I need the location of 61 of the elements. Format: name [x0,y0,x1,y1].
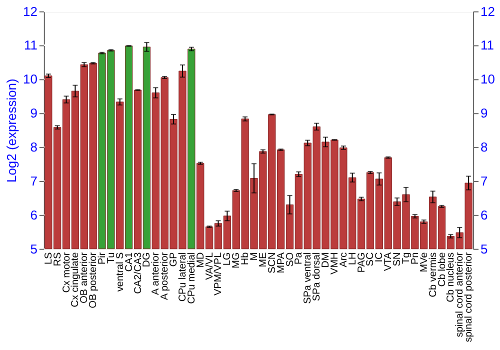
y-tick-label: 11 [24,38,38,53]
x-tick-label: CPu medial [186,252,198,304]
x-tick-label: Cb vermis [428,252,439,298]
x-tick-label: DM [320,252,332,268]
x-tick-label: SN [392,252,404,266]
y2-tick-label: 7 [480,173,488,188]
x-tick-label: OB posterior [88,252,100,308]
y2-tick-label: 10 [480,72,495,87]
x-tick-label: MD [195,252,206,268]
x-tick-label: CA2/CA3 [132,252,144,294]
x-tick-label: Pa [294,252,305,265]
x-tick-label: CA1 [124,252,135,272]
x-tick-label: MPA [276,252,287,274]
y2-tick-label: 9 [480,106,488,121]
x-tick-label: DG [142,252,153,268]
x-tick-label: LH [347,252,358,266]
x-tick-label: Cx cingulate [70,252,82,308]
x-tick-label: Cb lobe [436,252,448,287]
y-tick-label: 8 [30,140,38,155]
x-tick-label: spinal cord anterior [454,252,466,338]
y-tick-label: 7 [30,173,38,188]
y-axis-title: Log2 (expression) [4,78,20,182]
x-tick-label: GP [168,252,180,267]
x-tick-label: M [249,252,260,261]
x-tick-label: Tu [106,252,117,264]
y2-tick-label: 12 [480,4,495,19]
x-tick-label: A anterior [150,252,162,296]
x-tick-label: PAG [356,252,368,273]
x-tick-label: SPa dorsal [312,252,323,302]
y-tick-label: 9 [30,106,38,121]
x-tick-label: spinal cord posterior [464,252,475,342]
x-tick-label: LS [43,252,54,265]
y2-tick-label: 11 [480,38,494,53]
x-tick-label: RS [52,252,64,266]
x-tick-label: OB anterior [79,252,90,304]
x-tick-label: Tg [400,252,412,264]
y-tick-label: 10 [22,72,38,87]
x-tick-label: VMH [329,252,340,274]
x-tick-label: Arc [338,252,350,268]
x-tick-label: Hb [240,252,252,266]
x-tick-label: SCN [266,252,278,274]
y-tick-label: 6 [30,207,38,222]
y-tick-label: 12 [22,4,38,19]
x-tick-label: ME [258,252,269,268]
x-tick-label: MVe [418,252,430,272]
x-tick-label: Pir [97,252,108,265]
x-tick-label: ventral S [114,252,126,292]
x-tick-label: SO [284,252,296,267]
x-tick-label: SC [365,252,376,266]
x-tick-label: CPu lateral [177,252,188,302]
x-tick-label: Pn [410,252,421,265]
y2-tick-label: 6 [480,207,488,222]
x-tick-label: Cb nucleus [446,252,457,302]
y2-tick-label: 5 [480,241,488,256]
x-tick-label: IC [374,252,386,262]
x-tick-label: VPM/VPL [213,252,224,296]
y2-tick-label: 8 [480,140,488,155]
x-tick-label: LG [222,252,234,266]
y-tick-label: 5 [30,241,38,256]
x-tick-label: A posterior [160,252,171,300]
x-tick-label: VTA [383,252,394,271]
